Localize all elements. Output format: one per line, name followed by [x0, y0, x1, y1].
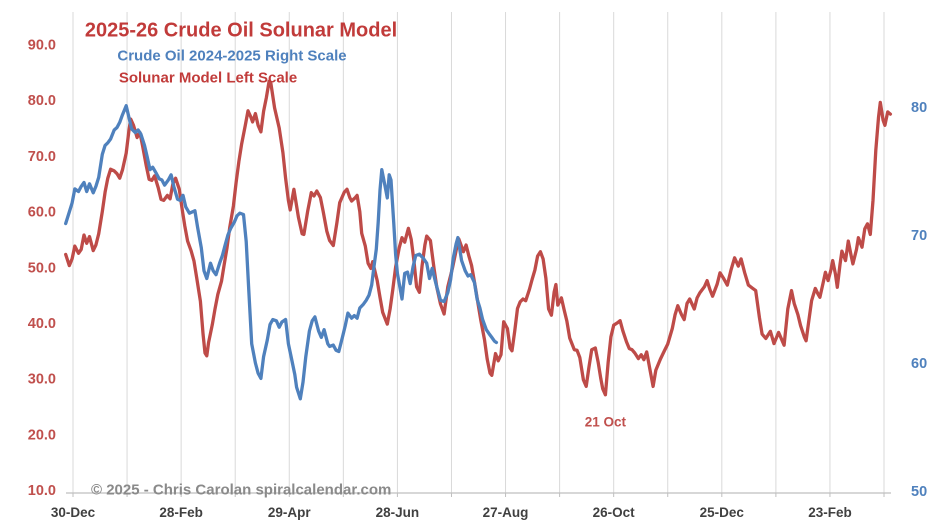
x-axis-label: 28-Feb	[159, 505, 203, 520]
series-line-left	[64, 79, 893, 397]
x-axis-label: 23-Feb	[808, 505, 852, 520]
series-line-right	[64, 104, 499, 401]
x-axis-label: 28-Jun	[376, 505, 420, 520]
left-axis-tick-label: 90.0	[28, 38, 56, 54]
left-axis-tick-label: 50.0	[28, 260, 56, 276]
left-axis-tick-label: 40.0	[28, 316, 56, 332]
left-axis-tick-label: 20.0	[28, 427, 56, 443]
left-axis-tick-label: 10.0	[28, 483, 56, 499]
left-axis-tick-label: 60.0	[28, 205, 56, 221]
x-axis-label: 27-Aug	[483, 505, 529, 520]
right-axis-tick-label: 50	[911, 484, 927, 500]
right-axis-tick-label: 60	[911, 356, 927, 372]
left-axis-tick-label: 80.0	[28, 93, 56, 109]
right-axis-tick-label: 70	[911, 228, 927, 244]
chart-subtitle-crude-oil: Crude Oil 2024-2025 Right Scale	[117, 47, 347, 65]
right-axis-tick-label: 80	[911, 100, 927, 116]
left-axis-tick-label: 30.0	[28, 372, 56, 388]
chart-title: 2025-26 Crude Oil Solunar Model	[84, 19, 398, 42]
annotation-21-oct: 21 Oct	[584, 414, 627, 430]
left-axis-tick-label: 70.0	[28, 149, 56, 165]
copyright-text: © 2025 - Chris Carolan spiralcalendar.co…	[91, 481, 392, 499]
chart-subtitle-solunar-model: Solunar Model Left Scale	[118, 69, 298, 87]
x-axis-label: 26-Oct	[593, 505, 636, 520]
x-axis-label: 29-Apr	[268, 505, 312, 520]
x-axis-label: 25-Dec	[700, 505, 745, 520]
x-axis-label: 30-Dec	[51, 505, 96, 520]
